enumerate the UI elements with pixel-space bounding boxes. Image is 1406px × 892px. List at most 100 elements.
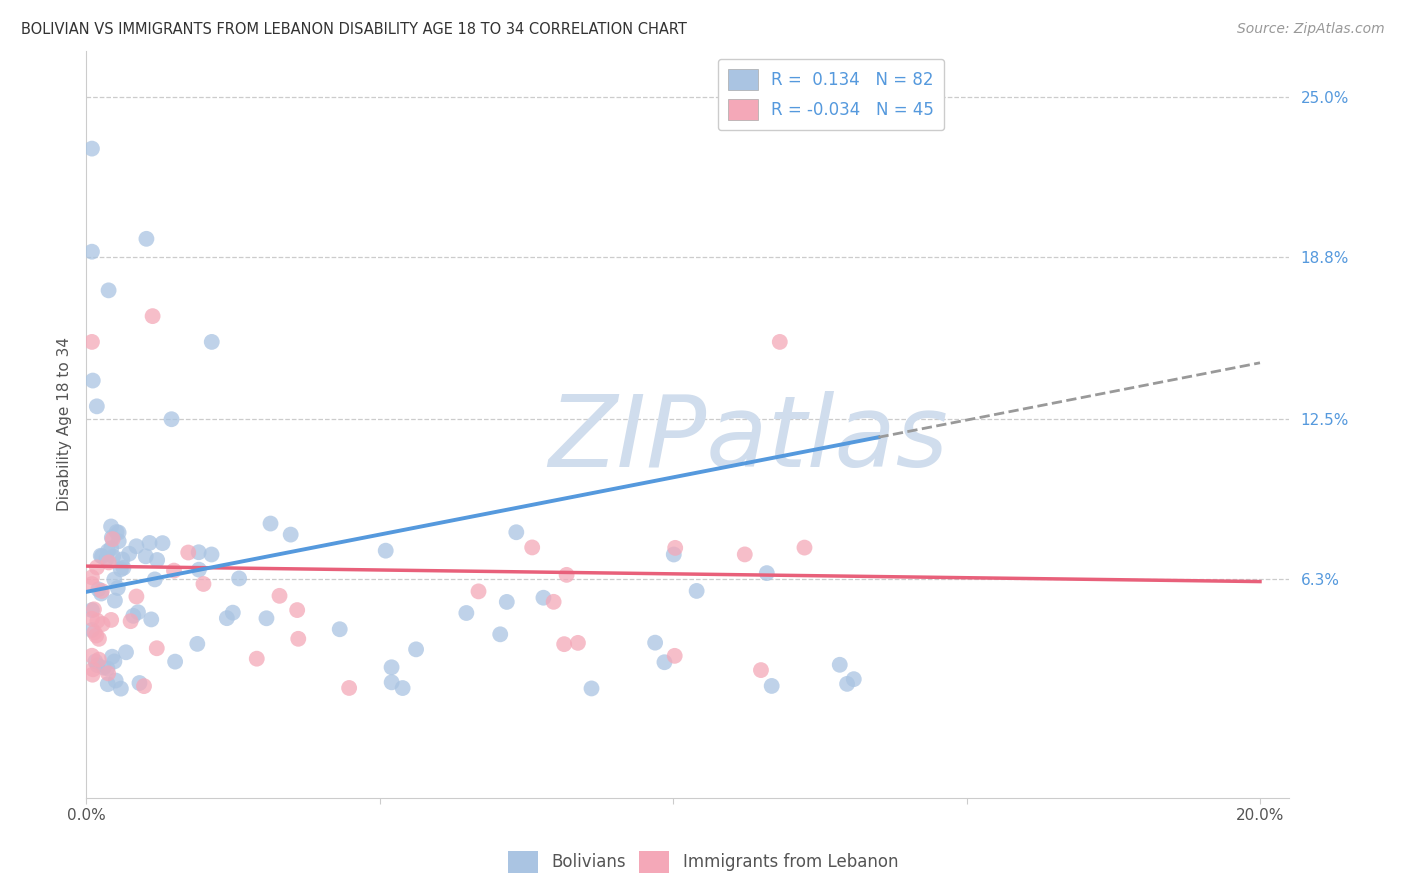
Point [103, 655, 125, 669]
Point [200, 548, 222, 562]
Point [82, 662, 104, 676]
Y-axis label: Disability Age 18 to 34: Disability Age 18 to 34 [58, 337, 72, 511]
Point [90, 586, 112, 600]
Point [842, 672, 865, 686]
Point [287, 632, 309, 646]
Point [160, 412, 183, 426]
Point [80, 334, 103, 349]
Point [533, 591, 555, 605]
Point [80, 244, 103, 259]
Point [100, 519, 122, 533]
Point [80, 648, 103, 663]
Point [125, 539, 148, 553]
Point [280, 527, 302, 541]
Point [97, 284, 120, 298]
Point [380, 660, 402, 674]
Point [100, 613, 122, 627]
Point [127, 605, 149, 619]
Point [128, 676, 150, 690]
Point [82, 667, 104, 681]
Text: BOLIVIAN VS IMMIGRANTS FROM LEBANON DISABILITY AGE 18 TO 34 CORRELATION CHART: BOLIVIAN VS IMMIGRANTS FROM LEBANON DISA… [21, 22, 688, 37]
Point [125, 590, 148, 604]
Point [87, 652, 110, 666]
Point [555, 567, 578, 582]
Point [97, 544, 120, 558]
Point [505, 525, 527, 540]
Point [86, 400, 108, 414]
Point [91, 617, 114, 632]
Point [201, 334, 224, 349]
Point [104, 673, 127, 688]
Point [177, 545, 200, 559]
Point [93, 660, 115, 674]
Point [793, 541, 815, 555]
Point [828, 657, 851, 672]
Point [381, 675, 404, 690]
Point [135, 549, 157, 564]
Point [138, 536, 160, 550]
Point [115, 645, 138, 659]
Point [662, 548, 685, 562]
Point [391, 681, 413, 695]
Point [259, 516, 281, 531]
Point [111, 552, 134, 566]
Point [329, 622, 352, 636]
Point [495, 595, 517, 609]
Point [100, 541, 122, 556]
Point [112, 561, 135, 575]
Point [91, 549, 114, 564]
Point [96, 661, 118, 675]
Point [553, 637, 575, 651]
Point [543, 595, 565, 609]
Point [101, 532, 124, 546]
Point [80, 577, 103, 591]
Point [567, 636, 589, 650]
Point [581, 681, 603, 696]
Point [101, 549, 124, 564]
Point [86, 614, 108, 628]
Point [97, 666, 120, 681]
Point [80, 603, 103, 617]
Point [405, 642, 427, 657]
Point [101, 649, 124, 664]
Point [193, 577, 215, 591]
Point [80, 570, 103, 584]
Point [86, 560, 108, 574]
Point [489, 627, 512, 641]
Point [141, 612, 163, 626]
Point [97, 677, 120, 691]
Point [228, 571, 250, 585]
Text: ZIPatlas: ZIPatlas [548, 391, 948, 488]
Point [104, 593, 127, 607]
Point [374, 543, 396, 558]
Point [82, 374, 104, 388]
Point [734, 548, 756, 562]
Point [110, 681, 132, 696]
Point [146, 553, 169, 567]
Point [90, 583, 112, 598]
Point [107, 581, 129, 595]
Point [80, 623, 103, 637]
Point [755, 566, 778, 581]
Point [87, 632, 110, 646]
Point [80, 612, 103, 626]
Point [86, 658, 108, 673]
Point [749, 663, 772, 677]
Point [165, 655, 187, 669]
Point [769, 334, 792, 349]
Point [246, 651, 269, 665]
Point [103, 573, 125, 587]
Legend: Bolivians, Immigrants from Lebanon: Bolivians, Immigrants from Lebanon [502, 845, 904, 880]
Point [522, 541, 544, 555]
Point [337, 681, 360, 695]
Point [664, 541, 686, 555]
Point [83, 602, 105, 616]
Legend: R =  0.134   N = 82, R = -0.034   N = 45: R = 0.134 N = 82, R = -0.034 N = 45 [718, 59, 943, 130]
Point [187, 563, 209, 577]
Point [101, 531, 124, 545]
Point [146, 641, 169, 656]
Point [187, 545, 209, 559]
Point [96, 551, 118, 566]
Point [84, 655, 107, 669]
Point [761, 679, 783, 693]
